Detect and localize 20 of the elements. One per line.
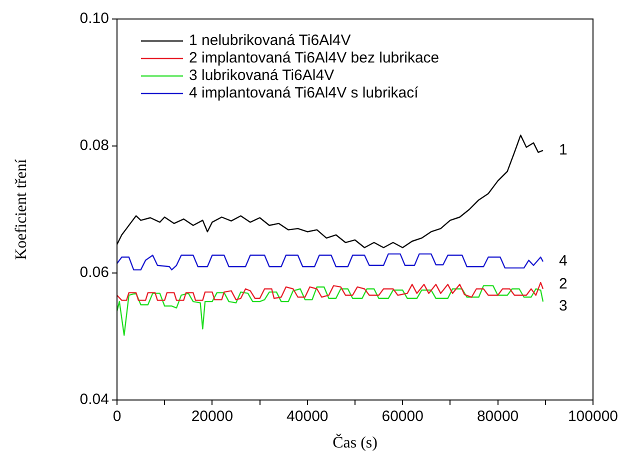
x-tick-label: 100000 [568,408,618,426]
legend-label: 1 nelubrikovaná Ti6Al4V [189,32,351,50]
x-tick-label: 20000 [191,408,234,426]
legend-label: 4 implantovaná Ti6Al4V s lubrikací [189,84,420,102]
y-tick-label: 0.04 [80,391,109,408]
legend-label: 2 implantovaná Ti6Al4V bez lubrikace [189,50,440,67]
annotation: 2 [559,275,568,292]
x-tick-label: 60000 [382,408,424,426]
x-tick-label: 0 [112,408,122,426]
y-axis-title: Koeficient tření [12,158,30,260]
annotation: 3 [559,297,568,314]
y-tick-label: 0.06 [80,264,109,282]
x-tick-label: 80000 [476,408,519,426]
x-tick-label: 40000 [286,408,328,426]
y-tick-label: 0.10 [80,10,109,28]
legend-label: 3 lubrikovaná Ti6Al4V [189,67,334,84]
annotation: 1 [559,142,568,159]
x-axis-title: Čas (s) [332,434,378,452]
annotation: 4 [559,252,568,270]
y-tick-label: 0.08 [80,137,109,154]
